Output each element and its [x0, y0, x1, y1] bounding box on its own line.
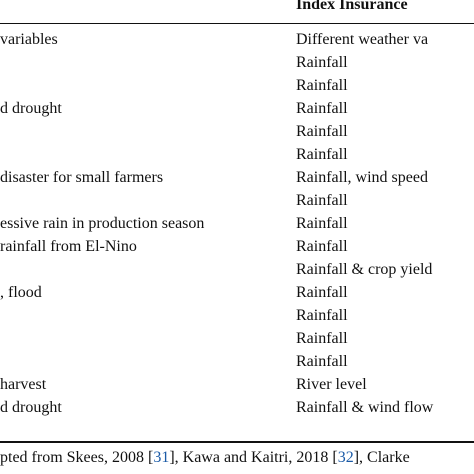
bottom-rule — [0, 441, 474, 443]
table-cell-risk: d drought — [0, 399, 62, 416]
table-cell-index-insurance: Rainfall — [296, 54, 348, 71]
table-cell-risk: , flood — [0, 284, 42, 301]
table-cell-index-insurance: Rainfall — [296, 284, 348, 301]
table-footnote: pted from Skees, 2008 [31], Kawa and Kai… — [0, 449, 410, 467]
table-cell-index-insurance: Rainfall — [296, 123, 348, 140]
table-cell-index-insurance: Rainfall, wind speed — [296, 169, 428, 186]
column-header-index-insurance: Index Insurance — [296, 0, 408, 13]
table-cell-index-insurance: Rainfall — [296, 146, 348, 163]
header-rule — [0, 23, 474, 24]
citation-link-32[interactable]: 32 — [337, 449, 354, 466]
footnote-text-end: ], Clarke — [353, 449, 410, 466]
table-cell-index-insurance: Different weather va — [296, 31, 429, 48]
table-cell-index-insurance: Rainfall — [296, 353, 348, 370]
table-cell-risk: variables — [0, 31, 58, 48]
footnote-text-start: pted from Skees, 2008 [ — [0, 449, 154, 466]
table-cell-risk: harvest — [0, 376, 47, 393]
table-cell-risk: rainfall from El-Nino — [0, 238, 137, 255]
table-cell-index-insurance: Rainfall — [296, 330, 348, 347]
citation-link-31[interactable]: 31 — [153, 449, 170, 466]
table-cell-index-insurance: Rainfall & crop yield — [296, 261, 433, 278]
table-cell-risk: essive rain in production season — [0, 215, 205, 232]
table-cell-risk: disaster for small farmers — [0, 169, 164, 186]
table-cell-index-insurance: Rainfall & wind flow — [296, 399, 434, 416]
table-cell-index-insurance: Rainfall — [296, 77, 348, 94]
table-cell-index-insurance: Rainfall — [296, 307, 348, 324]
table-cell-index-insurance: River level — [296, 376, 367, 393]
table-cell-index-insurance: Rainfall — [296, 238, 348, 255]
table-cell-risk: d drought — [0, 100, 62, 117]
table-cell-index-insurance: Rainfall — [296, 100, 348, 117]
table-cell-index-insurance: Rainfall — [296, 192, 348, 209]
table-cell-index-insurance: Rainfall — [296, 215, 348, 232]
footnote-text-middle: ], Kawa and Kaitri, 2018 [ — [169, 449, 338, 466]
